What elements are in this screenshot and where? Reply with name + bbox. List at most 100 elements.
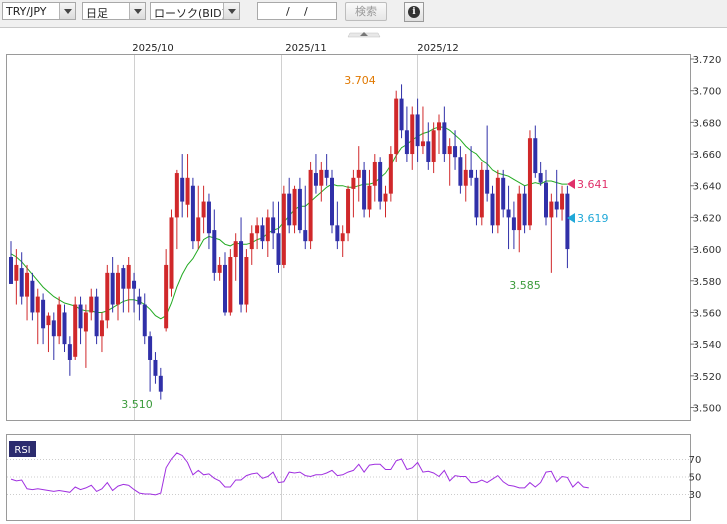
candle <box>67 336 72 376</box>
recent-low-annotation: 3.585 <box>509 279 541 292</box>
candle <box>437 114 441 155</box>
candle <box>142 293 147 345</box>
candle-body <box>249 233 254 250</box>
candle-body <box>453 146 458 158</box>
candle <box>83 304 88 368</box>
candle-body <box>276 233 281 265</box>
candle-body <box>346 188 351 234</box>
info-button[interactable]: i <box>404 2 424 22</box>
candle-body <box>303 230 308 242</box>
candle-body <box>244 257 249 305</box>
period-value: 日足 <box>86 7 108 20</box>
search-button[interactable]: 検索 <box>345 2 387 21</box>
candle-body <box>399 98 404 131</box>
candle <box>517 185 522 253</box>
candle-body <box>308 169 313 242</box>
y-tick-label: 3.560 <box>693 308 722 319</box>
candle-body <box>19 268 24 297</box>
candle <box>565 185 570 269</box>
candle-body <box>442 122 447 155</box>
rsi-tick-label: 50 <box>689 473 702 484</box>
candle <box>404 106 409 162</box>
rsi-plot-area[interactable] <box>6 434 691 521</box>
date-input[interactable]: / / <box>257 2 337 20</box>
info-icon: i <box>408 6 420 18</box>
candle-body <box>174 173 179 218</box>
candle-body <box>180 177 185 202</box>
toolbar: TRY/JPY 日足 ローソク(BID) / / 検索 i <box>0 0 727 26</box>
chevron-down-icon[interactable] <box>129 3 145 19</box>
currency-pair-select[interactable]: TRY/JPY <box>2 2 76 20</box>
candle <box>394 90 399 162</box>
candle-body <box>99 320 104 337</box>
candle-body <box>549 201 554 218</box>
y-tick-label: 3.600 <box>693 245 722 256</box>
candle-body <box>495 177 500 226</box>
candle <box>137 288 142 321</box>
candle <box>132 272 137 313</box>
candle <box>41 293 46 345</box>
candle-body <box>517 193 522 231</box>
candle-body <box>228 257 233 313</box>
rsi-y-axis: 70 50 30 <box>689 455 702 501</box>
candle <box>228 249 233 316</box>
candle <box>265 209 270 258</box>
candle-body <box>356 169 361 178</box>
candle-body <box>458 157 463 186</box>
candle <box>239 217 244 313</box>
candle <box>153 352 158 384</box>
date-separator: / <box>304 5 308 18</box>
rsi-month-gridlines <box>134 435 418 520</box>
candle-body <box>501 177 506 210</box>
candle <box>560 185 565 221</box>
period-select[interactable]: 日足 <box>82 2 146 20</box>
candle-body <box>287 193 292 226</box>
candle <box>217 257 222 281</box>
chart-panel: 2025/10 2025/11 2025/12 3.720 3.700 3.680 3… <box>0 27 727 524</box>
candle <box>527 130 532 231</box>
candle <box>549 193 554 273</box>
candle <box>501 169 506 218</box>
candle-body <box>420 141 425 147</box>
candle-body <box>292 188 297 226</box>
chart-type-select[interactable]: ローソク(BID) <box>150 2 240 20</box>
candle-body <box>25 272 30 297</box>
candle <box>223 252 227 316</box>
chevron-up-icon[interactable] <box>360 32 368 36</box>
candle-body <box>394 98 399 155</box>
candle-body <box>164 264 169 329</box>
candle <box>201 185 206 234</box>
candle <box>544 169 548 226</box>
candle-body <box>324 169 329 178</box>
candle <box>233 233 238 281</box>
candle <box>335 201 340 250</box>
candle <box>330 169 334 234</box>
chevron-down-icon[interactable] <box>223 3 239 19</box>
candle <box>410 106 415 170</box>
candle <box>276 201 281 273</box>
candle <box>121 264 126 313</box>
candle <box>431 122 436 174</box>
candle-body <box>223 264 227 313</box>
candle-body <box>255 225 260 234</box>
candle <box>25 264 30 321</box>
x-label-oct: 2025/10 <box>132 43 174 54</box>
candle <box>126 257 131 313</box>
rsi-line <box>10 452 589 496</box>
chevron-down-icon[interactable] <box>59 3 75 19</box>
candle <box>420 106 425 155</box>
candle-body <box>367 185 372 210</box>
candle <box>174 169 179 250</box>
candle <box>116 264 120 321</box>
candle <box>62 304 67 353</box>
candle-body <box>538 173 543 183</box>
y-tick-label: 3.540 <box>693 340 722 351</box>
candle <box>415 98 420 162</box>
candle-body <box>415 114 420 147</box>
candle <box>522 185 527 234</box>
candle-body <box>78 304 83 329</box>
candle <box>164 249 169 332</box>
x-label-nov: 2025/11 <box>285 43 327 54</box>
candle-body <box>522 193 527 226</box>
candle <box>367 169 372 218</box>
